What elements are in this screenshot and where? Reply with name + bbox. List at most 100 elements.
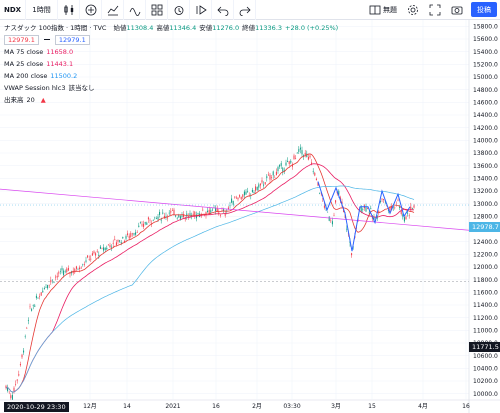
compare-icon[interactable] [102, 0, 124, 20]
candle-body [338, 190, 340, 195]
candle-body [383, 198, 385, 200]
candle-body [330, 220, 332, 222]
candle-body [202, 209, 204, 211]
candle-body [323, 205, 325, 208]
candle-body [197, 213, 199, 214]
candle-body [178, 214, 180, 218]
price-tick-label: 12000.0 [473, 264, 498, 271]
add-indicator-icon[interactable] [80, 0, 102, 20]
price-tick-label: 11200.0 [473, 315, 498, 322]
candle-body [146, 222, 148, 225]
candle-body [290, 160, 292, 163]
symbol-search-button[interactable]: NDX [0, 0, 26, 20]
price-tick-label: 13000.0 [473, 201, 498, 208]
low-value: 11276.0 [212, 24, 240, 32]
candles-icon[interactable] [58, 0, 80, 20]
indicator-row-ma75[interactable]: MA 75 close 11658.0 [4, 46, 338, 58]
last-price-label: 12978.7 [469, 222, 500, 232]
interval-button[interactable]: 1時間 [26, 0, 58, 20]
candle-body [304, 152, 306, 155]
snapshot-icon[interactable] [446, 0, 468, 20]
candle-body [63, 270, 65, 276]
settings-icon[interactable] [402, 0, 424, 20]
trendline [0, 188, 470, 231]
candle-body [311, 162, 313, 165]
candle-body [111, 246, 113, 248]
candle-body [19, 364, 21, 366]
candle-body [59, 271, 61, 272]
undo-icon[interactable] [212, 0, 234, 20]
indicators-icon[interactable] [124, 0, 146, 20]
candle-body [8, 391, 10, 393]
candle-body [295, 158, 297, 159]
candle-body [98, 254, 100, 257]
candle-body [405, 216, 407, 220]
price-chart[interactable]: 15800.0 15600.0 15400.0 15200.0 15000.0 14800… [0, 20, 500, 413]
candle-body [55, 276, 57, 278]
candle-body [224, 212, 226, 216]
templates-icon[interactable] [146, 0, 168, 20]
candle-body [31, 309, 33, 311]
redo-icon[interactable] [234, 0, 256, 20]
open-label: 始値 [113, 24, 127, 32]
price-tick-label: 10200.0 [473, 378, 498, 385]
layout-name-button[interactable]: 無題 [364, 0, 402, 20]
replay-icon[interactable] [190, 0, 212, 20]
candle-body [171, 210, 173, 211]
spread-dash-icon [42, 35, 52, 45]
candle-body [42, 290, 44, 293]
close-value: 11336.3 [255, 24, 283, 32]
indicator-row-vwap[interactable]: VWAP Session hlc3 該当なし [4, 82, 338, 94]
candle-body [79, 267, 81, 270]
indicator-row-ma25[interactable]: MA 25 close 11443.1 [4, 58, 338, 70]
time-tick-label: 16 [462, 403, 470, 410]
candle-body [280, 163, 282, 166]
candle-body [274, 177, 276, 178]
alert-icon[interactable] [168, 0, 190, 20]
candle-body [237, 197, 239, 200]
candle-body [365, 207, 367, 212]
price-tick-label: 10000.0 [473, 391, 498, 398]
candle-body [133, 233, 135, 235]
candle-body [10, 395, 12, 398]
time-tick-label: 12月 [83, 403, 97, 410]
candle-body [303, 155, 305, 157]
candle-body [346, 228, 348, 230]
candle-body [72, 270, 74, 274]
candle-body [112, 242, 114, 244]
top-toolbar: NDX 1時間 無題 [0, 0, 500, 20]
candle-body [45, 287, 47, 288]
candle-body [263, 184, 265, 186]
indicator-row-ma200[interactable]: MA 200 close 11500.2 [4, 70, 338, 82]
candle-body [35, 295, 37, 298]
indicator-name: MA 25 close [4, 60, 44, 68]
candle-body [128, 235, 130, 239]
crosshair-price-label: 11771.5 [469, 342, 500, 352]
price-tick-label: 15600.0 [473, 36, 498, 43]
candle-body [23, 350, 25, 353]
buy-button[interactable]: 12979.1 [54, 35, 90, 45]
sell-button[interactable]: 12979.1 [4, 35, 39, 45]
candle-body [239, 195, 241, 197]
candle-body [287, 160, 289, 162]
price-tick-label: 11800.0 [473, 277, 498, 284]
time-tick-label: 15 [368, 403, 376, 410]
candle-body [183, 214, 185, 218]
fullscreen-icon[interactable] [424, 0, 446, 20]
candle-body [34, 305, 36, 307]
candle-body [296, 152, 298, 154]
candle-body [381, 198, 383, 200]
price-tick-label: 11400.0 [473, 302, 498, 309]
candle-body [411, 208, 413, 209]
candle-body [256, 186, 258, 190]
candle-body [207, 210, 209, 213]
candle-body [413, 205, 415, 208]
price-tick-label: 14400.0 [473, 112, 498, 119]
publish-button[interactable]: 投稿 [471, 2, 497, 17]
candle-body [317, 182, 319, 186]
indicator-row-volume[interactable]: 出来高 20 ▲ [4, 94, 338, 106]
candle-body [154, 217, 156, 219]
price-tick-label: 15000.0 [473, 74, 498, 81]
candle-body [360, 207, 362, 212]
candle-body [91, 253, 93, 256]
